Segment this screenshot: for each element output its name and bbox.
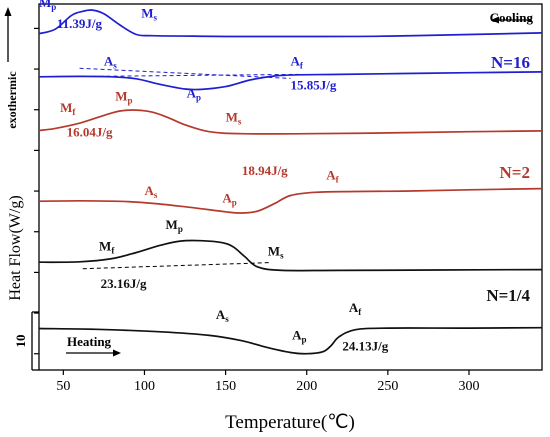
peak-annotation: As: [144, 183, 157, 200]
x-tick-label: 200: [296, 379, 317, 394]
baseline-line: [82, 262, 270, 270]
peak-annotation: Ms: [141, 5, 157, 22]
plot-frame: [38, 3, 543, 371]
peak-annotation: Ms: [268, 243, 284, 260]
peak-annotation: Ap: [187, 86, 201, 103]
series-curve-3: [38, 187, 543, 214]
peak-annotation: Ap: [292, 328, 306, 345]
series-curve-0: [38, 9, 543, 38]
peak-annotation: As: [104, 53, 117, 70]
series-label-n16: N=16: [491, 53, 530, 72]
x-tick-label: 50: [56, 379, 70, 394]
peak-annotation: Mp: [166, 217, 183, 234]
series-curve-2: [38, 109, 543, 135]
series-curve-4: [38, 239, 543, 272]
exothermic-arrow: [4, 7, 12, 62]
x-tick-label: 100: [134, 379, 155, 394]
series-curve-5: [38, 326, 543, 355]
peak-annotation: Af: [291, 53, 304, 70]
peak-annotation: Af: [326, 168, 339, 185]
heating-arrow: [66, 349, 121, 357]
cooling-label: Cooling: [490, 10, 534, 25]
peak-annotation: Mp: [39, 0, 56, 12]
x-axis: 50 100 150 200 250 300: [56, 370, 479, 394]
series-label-n2: N=2: [500, 163, 530, 182]
y-axis-title: Heat Flow(W/g): [7, 195, 24, 300]
peak-annotation: 24.13J/g: [342, 338, 388, 353]
heating-label: Heating: [67, 334, 112, 349]
peak-annotation: Ms: [226, 110, 242, 127]
x-tick-label: 300: [458, 379, 479, 394]
peak-annotation: Mp: [115, 88, 132, 105]
series-label-n14: N=1/4: [486, 286, 530, 305]
baseline-line: [79, 67, 291, 79]
exothermic-label: exothermic: [5, 71, 19, 129]
peak-annotation: 15.85J/g: [291, 77, 337, 92]
peak-annotation: Mf: [60, 100, 76, 117]
peak-annotation: As: [216, 307, 229, 324]
peak-annotation: Ap: [222, 190, 236, 207]
x-tick-label: 150: [215, 379, 236, 394]
y-axis-ticks: [34, 27, 39, 355]
scale-bar: [31, 311, 39, 371]
series-layer: Mp Ms 11.39J/g As Af Ap 15.85J/g Mf Mp Ms 16.04J/g…: [38, 0, 543, 355]
peak-annotation: Mf: [99, 238, 115, 255]
peak-annotation: 18.94J/g: [242, 163, 288, 178]
peak-annotation: 16.04J/g: [67, 125, 113, 140]
peak-annotation: Af: [349, 300, 362, 317]
peak-annotation: 11.39J/g: [57, 16, 103, 31]
x-axis-title: Temperature(℃): [225, 412, 355, 433]
scale-bar-value: 10: [13, 335, 28, 348]
series-curve-1: [38, 71, 543, 91]
peak-annotation: 23.16J/g: [101, 276, 147, 291]
cooling-arrow: [491, 16, 532, 24]
x-tick-label: 250: [377, 379, 398, 394]
baseline-line: [92, 73, 299, 77]
